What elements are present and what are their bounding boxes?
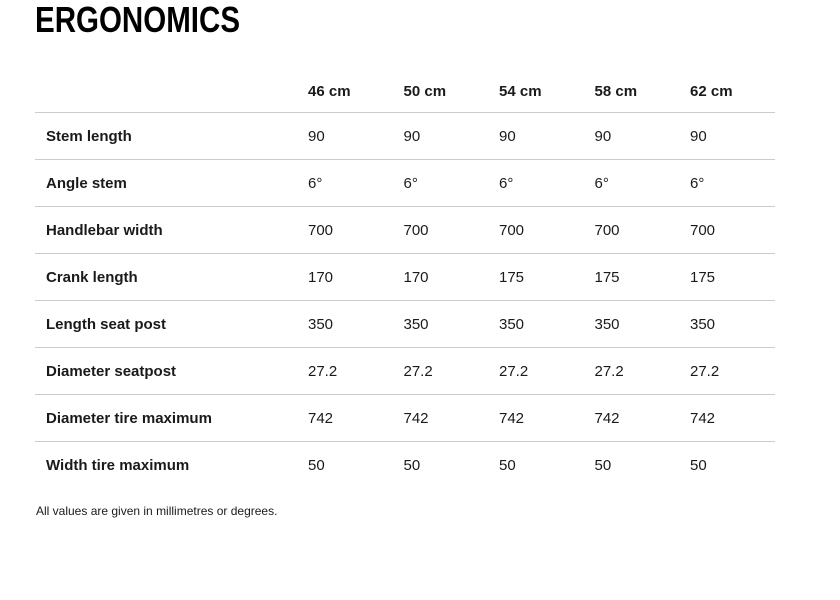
row-value: 742 bbox=[403, 409, 429, 427]
row-value: 90 bbox=[308, 127, 325, 145]
row-value: 742 bbox=[499, 409, 525, 427]
row-value: 90 bbox=[499, 127, 516, 145]
row-value: 50 bbox=[308, 457, 325, 474]
table-row: Handlebar width 700 700 700 700 700 bbox=[35, 207, 775, 254]
size-column-header: 46 cm bbox=[308, 82, 351, 100]
row-value: 742 bbox=[690, 409, 716, 427]
row-value: 170 bbox=[308, 268, 334, 286]
row-value: 175 bbox=[690, 268, 716, 286]
row-label: Crank length bbox=[46, 268, 138, 286]
row-label: Width tire maximum bbox=[46, 457, 190, 474]
page-title: ERGONOMICS bbox=[35, 0, 241, 40]
row-value: 350 bbox=[403, 315, 429, 333]
row-value: 350 bbox=[690, 315, 716, 333]
row-value: 50 bbox=[499, 457, 516, 474]
row-value: 175 bbox=[499, 268, 525, 286]
row-value: 6° bbox=[690, 174, 705, 192]
row-value: 90 bbox=[690, 127, 707, 145]
row-label: Length seat post bbox=[46, 315, 167, 333]
row-value: 700 bbox=[308, 221, 334, 239]
row-value: 50 bbox=[690, 457, 707, 474]
table-header-row: 46 cm 50 cm 54 cm 58 cm 62 cm bbox=[35, 70, 775, 113]
row-value: 742 bbox=[308, 409, 334, 427]
row-value: 50 bbox=[594, 457, 612, 474]
table-row: Stem length 90 90 90 90 90 bbox=[35, 113, 775, 160]
size-column-header: 58 cm bbox=[594, 82, 638, 100]
table-row: Width tire maximum 50 50 50 50 50 bbox=[35, 442, 775, 489]
size-column-header: 62 cm bbox=[690, 82, 733, 100]
row-value: 6° bbox=[499, 174, 514, 192]
row-value: 700 bbox=[403, 221, 429, 239]
row-value: 700 bbox=[499, 221, 525, 239]
table-row: Angle stem 6° 6° 6° 6° 6° bbox=[35, 160, 775, 207]
ergonomics-table: 46 cm 50 cm 54 cm 58 cm 62 cm Stem lengt… bbox=[35, 70, 775, 489]
row-value: 27.2 bbox=[403, 362, 433, 380]
row-value: 6° bbox=[308, 174, 323, 192]
size-column-header: 50 cm bbox=[403, 82, 447, 100]
row-value: 6° bbox=[403, 174, 418, 192]
row-value: 350 bbox=[594, 315, 620, 333]
row-label: Stem length bbox=[46, 127, 132, 145]
row-value: 170 bbox=[403, 268, 429, 286]
row-value: 175 bbox=[594, 268, 620, 286]
table-row: Diameter tire maximum 742 742 742 742 74… bbox=[35, 395, 775, 442]
row-label: Diameter tire maximum bbox=[46, 409, 212, 427]
footnote: All values are given in millimetres or d… bbox=[36, 504, 278, 518]
row-value: 700 bbox=[594, 221, 620, 239]
row-value: 27.2 bbox=[499, 362, 529, 380]
row-value: 90 bbox=[403, 127, 421, 145]
row-label: Diameter seatpost bbox=[46, 362, 177, 380]
size-column-header: 54 cm bbox=[499, 82, 542, 100]
row-label: Handlebar width bbox=[46, 221, 163, 239]
row-value: 350 bbox=[308, 315, 334, 333]
row-value: 6° bbox=[594, 174, 609, 192]
table-row: Diameter seatpost 27.2 27.2 27.2 27.2 27… bbox=[35, 348, 775, 395]
header-empty-cell bbox=[35, 70, 308, 112]
table-row: Crank length 170 170 175 175 175 bbox=[35, 254, 775, 301]
row-value: 27.2 bbox=[308, 362, 338, 380]
row-value: 700 bbox=[690, 221, 716, 239]
row-value: 50 bbox=[403, 457, 421, 474]
table-row: Length seat post 350 350 350 350 350 bbox=[35, 301, 775, 348]
row-label: Angle stem bbox=[46, 174, 127, 192]
row-value: 27.2 bbox=[594, 362, 624, 380]
row-value: 742 bbox=[594, 409, 620, 427]
row-value: 350 bbox=[499, 315, 525, 333]
row-value: 27.2 bbox=[690, 362, 720, 380]
row-value: 90 bbox=[594, 127, 612, 145]
